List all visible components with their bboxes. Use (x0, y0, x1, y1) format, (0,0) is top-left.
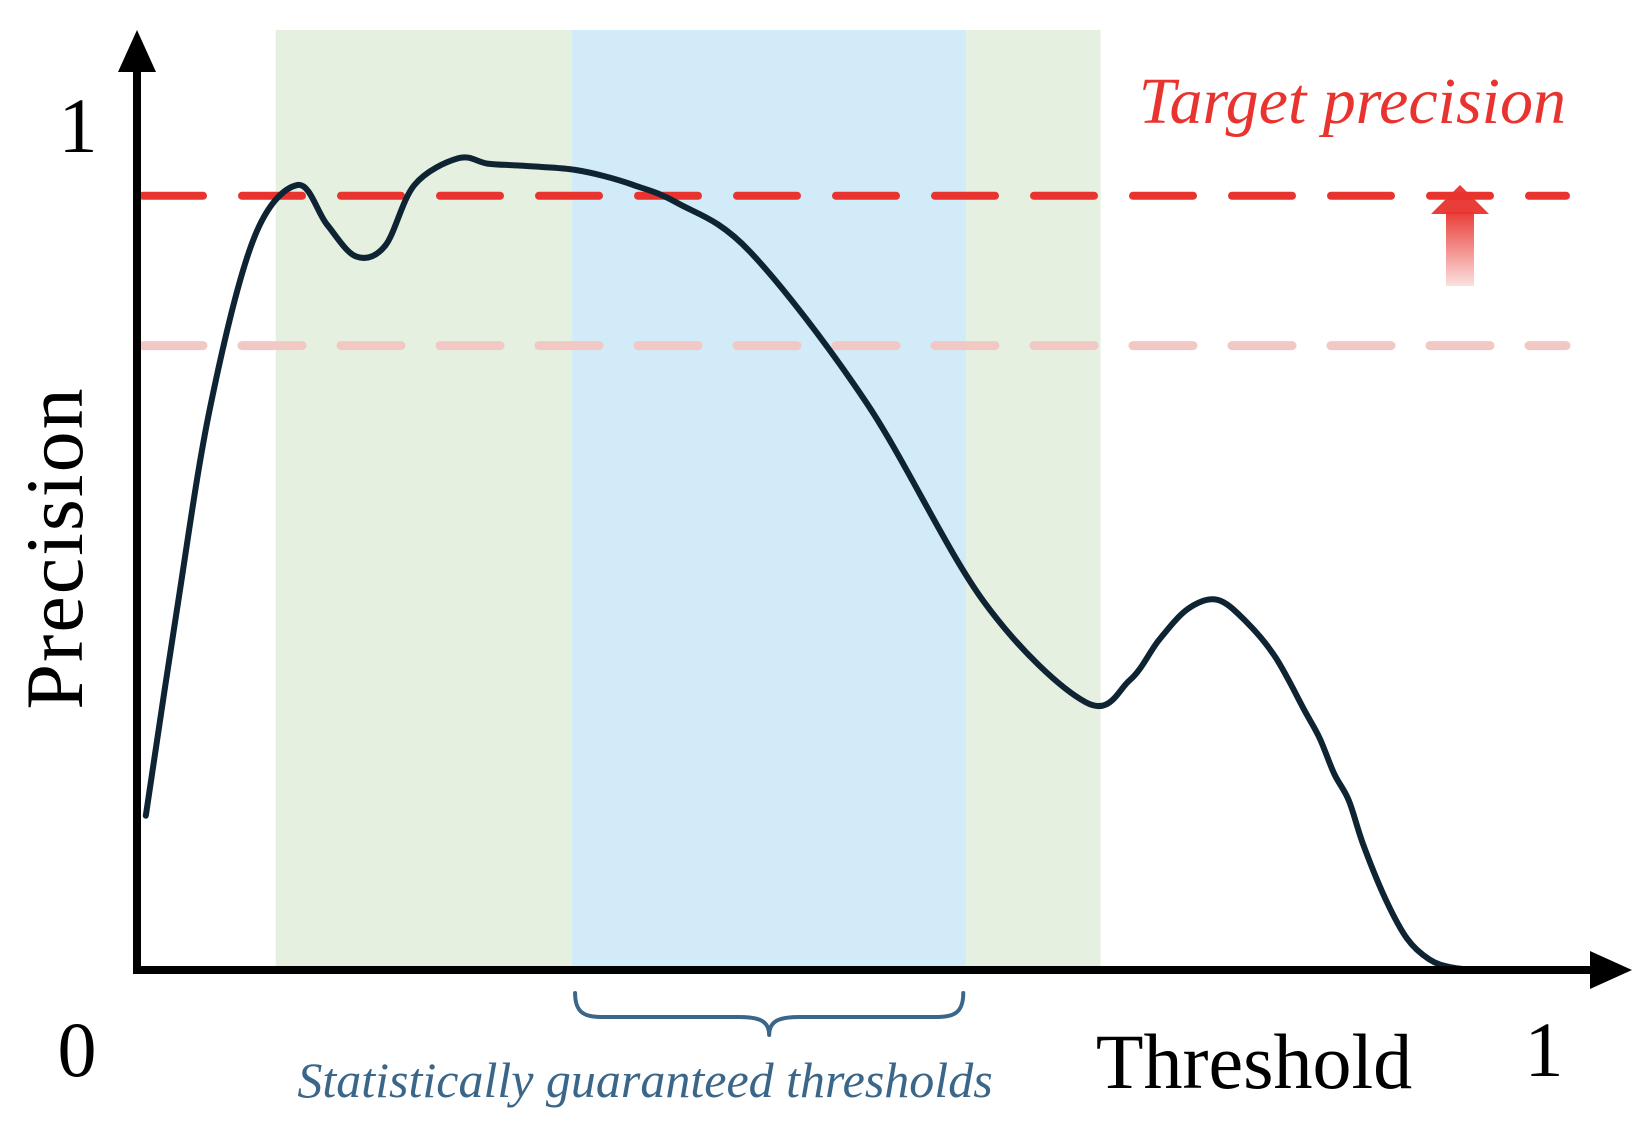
x-axis-title: Threshold (1096, 1018, 1412, 1105)
x-tick-label-1: 1 (1525, 1006, 1564, 1093)
guarantee-brace (573, 991, 966, 1037)
y-axis-title: Precision (9, 386, 100, 709)
axes (118, 30, 1632, 989)
raise-target-arrow (1431, 185, 1489, 286)
x-axis-arrowhead (1590, 951, 1632, 989)
y-axis-arrowhead (118, 30, 156, 72)
guarantee-brace-path (573, 991, 966, 1037)
reference-lines (132, 191, 1571, 351)
shaded-region-1 (572, 30, 967, 974)
shaded-regions (275, 30, 1101, 974)
precision-curve-line (142, 154, 1568, 974)
shaded-region-0 (275, 30, 573, 974)
x-tick-label-0: 0 (58, 1006, 97, 1093)
raise-target-arrow-shaft (1446, 212, 1474, 286)
guarantee-label: Statistically guaranteed thresholds (297, 1052, 992, 1108)
series-group (142, 154, 1568, 974)
shaded-region-2 (966, 30, 1101, 974)
target-precision-label: Target precision (1139, 65, 1566, 138)
y-tick-label-1: 1 (59, 82, 98, 169)
raise-target-arrow-head (1431, 185, 1489, 214)
